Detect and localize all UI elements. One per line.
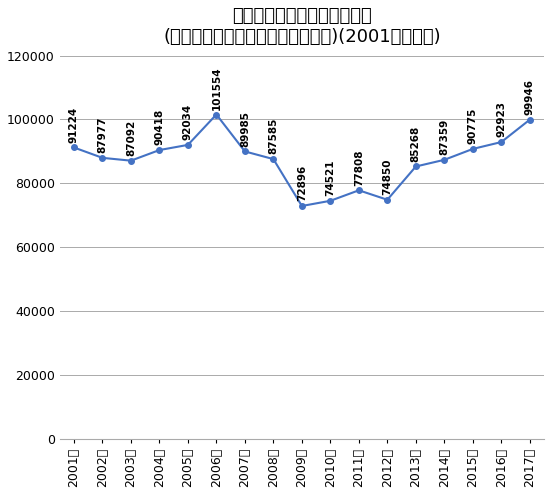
Text: 90418: 90418 (154, 109, 164, 145)
Text: 72896: 72896 (297, 165, 307, 201)
Text: 89985: 89985 (240, 111, 250, 147)
Text: 87585: 87585 (268, 118, 278, 154)
Text: 101554: 101554 (212, 66, 222, 110)
Text: 87092: 87092 (126, 120, 136, 156)
Text: 87977: 87977 (98, 117, 107, 153)
Text: 92034: 92034 (183, 104, 193, 140)
Text: 99946: 99946 (525, 79, 535, 115)
Text: 87359: 87359 (439, 119, 449, 155)
Text: 92923: 92923 (496, 101, 506, 137)
Text: 74521: 74521 (325, 160, 336, 196)
Text: 77808: 77808 (354, 149, 364, 186)
Text: 90775: 90775 (468, 108, 478, 144)
Text: 91224: 91224 (69, 106, 79, 143)
Text: 74850: 74850 (382, 159, 392, 195)
Text: 85268: 85268 (411, 125, 421, 162)
Title: 給与所得者からの所得税税額
(国税庁把握分、総額、年間、億円)(2001年分以降): 給与所得者からの所得税税額 (国税庁把握分、総額、年間、億円)(2001年分以降… (163, 7, 441, 46)
